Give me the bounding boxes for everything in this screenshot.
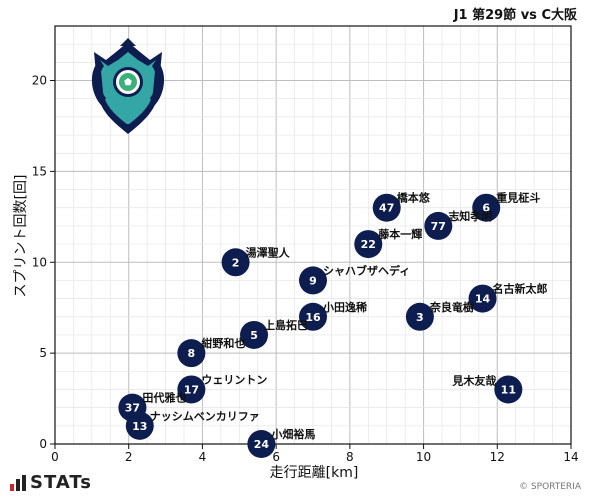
player-number: 2	[232, 256, 240, 269]
player-marker	[221, 248, 250, 277]
player-marker	[247, 430, 276, 458]
player-name: 藤本一輝	[378, 227, 422, 241]
player-marker	[299, 266, 327, 295]
x-tick-label: 2	[125, 450, 133, 464]
x-tick-label: 14	[563, 450, 578, 464]
x-tick-label: 0	[51, 450, 59, 464]
player-number: 47	[379, 202, 394, 215]
stats-logo: STATs	[10, 472, 92, 493]
plot-frame	[54, 25, 572, 445]
player-marker	[299, 302, 327, 331]
y-tick-label: 5	[39, 346, 47, 360]
player-marker	[472, 193, 501, 222]
player-marker	[468, 284, 497, 313]
player-number: 9	[309, 274, 317, 287]
player-marker	[424, 211, 453, 240]
player-point: 8 紺野和也	[177, 336, 245, 368]
player-name: 志知孝明	[448, 209, 492, 223]
player-name: 奈良竜樹	[429, 300, 474, 314]
y-axis-label: スプリント回数[回]	[13, 175, 29, 298]
player-point: 3 奈良竜樹	[405, 300, 474, 331]
x-tick-label: 8	[346, 450, 354, 464]
y-tick-label: 10	[32, 255, 47, 269]
player-name: ナッシムベンカリファ	[150, 410, 260, 423]
player-name: 名古新太郎	[493, 282, 548, 296]
player-number: 3	[416, 311, 424, 324]
player-number: 14	[475, 293, 491, 306]
player-marker	[177, 339, 206, 368]
player-marker	[125, 411, 154, 440]
data-points: 47橋本悠6重見柾斗77志知孝明22藤本一輝2湯澤聖人9シャハブザヘディ14名古…	[118, 191, 548, 458]
player-point: 2 湯澤聖人	[221, 245, 291, 277]
player-point: 11 見木友哉	[451, 373, 523, 404]
player-name: 橋本悠	[397, 191, 431, 205]
player-point: 5 上島拓巳	[240, 318, 308, 349]
match-title: J1 第29節 vs C大阪	[453, 8, 577, 23]
player-name: 上島拓巳	[264, 318, 308, 332]
player-marker	[354, 230, 383, 259]
x-tick-label: 10	[416, 450, 431, 464]
player-number: 22	[361, 238, 376, 251]
y-tick-label: 20	[32, 74, 47, 88]
player-marker	[405, 302, 434, 331]
player-name: 小田逸稀	[322, 300, 367, 314]
player-number: 11	[501, 383, 516, 396]
player-marker	[372, 193, 401, 222]
x-axis-label: 走行距離[km]	[270, 464, 359, 481]
player-number: 8	[188, 347, 196, 360]
player-point: 6 重見柾斗	[472, 191, 540, 222]
stats-logo-text: STATs	[30, 472, 92, 493]
x-tick-label: 12	[490, 450, 505, 464]
player-marker	[494, 375, 523, 404]
player-name: 田代雅也	[142, 391, 186, 405]
player-name: 見木友哉	[451, 373, 496, 387]
y-tick-label: 15	[32, 164, 47, 178]
player-marker	[177, 375, 206, 404]
player-number: 77	[431, 220, 446, 233]
player-number: 5	[250, 329, 258, 342]
player-marker	[240, 320, 269, 349]
player-number: 13	[132, 420, 147, 433]
player-number: 16	[305, 311, 321, 324]
player-name: ウェリントン	[201, 373, 267, 386]
player-name: 小畑裕馬	[270, 427, 315, 441]
player-name: シャハブザヘディ	[323, 263, 410, 277]
copyright-text: © SPORTERIA	[519, 482, 581, 492]
player-number: 37	[125, 402, 140, 415]
club-emblem-icon	[91, 38, 165, 134]
x-tick-label: 4	[199, 450, 207, 464]
player-point: 9 シャハブザヘディ	[299, 263, 410, 295]
player-name: 湯澤聖人	[246, 245, 291, 259]
player-name: 紺野和也	[201, 336, 245, 350]
y-tick-label: 0	[39, 437, 47, 451]
player-number: 6	[482, 202, 490, 215]
player-name: 重見柾斗	[496, 191, 540, 205]
player-number: 17	[184, 383, 199, 396]
stats-bars-icon	[10, 474, 26, 491]
x-tick-label: 6	[272, 450, 280, 464]
player-number: 24	[254, 438, 270, 451]
